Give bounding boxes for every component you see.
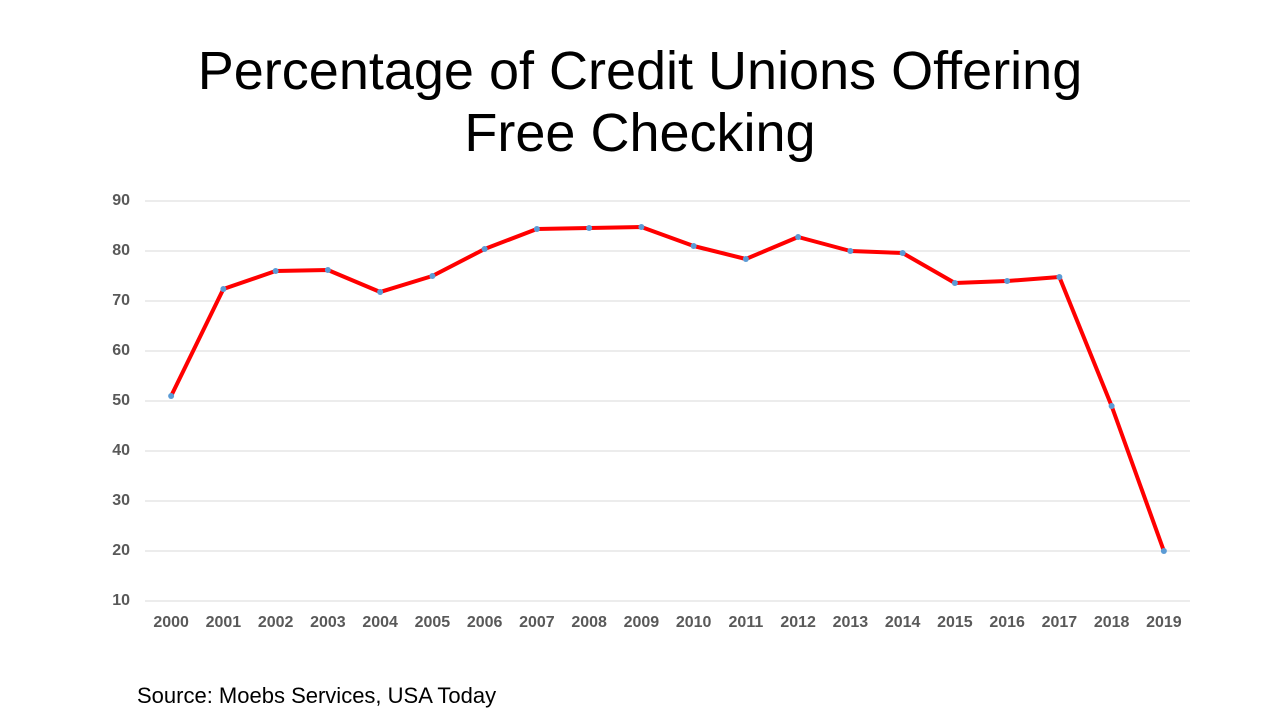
- x-tick-label: 2017: [1042, 614, 1078, 631]
- x-tick-label: 2002: [258, 614, 294, 631]
- chart: 10 20 30 40 50 60 70 80 90 2000 2001 2002 2003 2004 20…: [112, 192, 1190, 631]
- y-tick-label: 50: [112, 392, 130, 409]
- y-tick-label: 20: [112, 542, 130, 559]
- x-tick-label: 2008: [571, 614, 607, 631]
- y-tick-label: 60: [112, 342, 130, 359]
- x-tick-label: 2015: [937, 614, 973, 631]
- data-point: [638, 224, 645, 230]
- x-tick-label: 2005: [415, 614, 451, 631]
- x-tick-label: 2013: [833, 614, 869, 631]
- data-point: [1108, 403, 1115, 409]
- data-point: [220, 286, 227, 292]
- x-tick-label: 2004: [362, 614, 398, 631]
- x-tick-label: 2014: [885, 614, 921, 631]
- y-tick-label: 80: [112, 242, 130, 259]
- data-point: [481, 246, 488, 252]
- source-note: Source: Moebs Services, USA Today: [137, 683, 497, 708]
- x-tick-label: 2012: [780, 614, 816, 631]
- x-tick-label: 2016: [989, 614, 1025, 631]
- data-point: [272, 268, 279, 274]
- data-point: [690, 243, 697, 249]
- y-tick-label: 10: [112, 592, 130, 609]
- y-tick-label: 90: [112, 192, 130, 209]
- data-point: [951, 280, 958, 286]
- x-tick-label: 2010: [676, 614, 712, 631]
- x-tick-label: 2000: [153, 614, 189, 631]
- data-point: [377, 289, 384, 295]
- data-point: [847, 248, 854, 254]
- x-tick-label: 2019: [1146, 614, 1182, 631]
- x-tick-label: 2006: [467, 614, 503, 631]
- data-point: [324, 267, 331, 273]
- data-line: [169, 225, 1166, 552]
- x-tick-label: 2011: [729, 614, 764, 631]
- x-tick-label: 2001: [206, 614, 242, 631]
- x-tick-label: 2003: [310, 614, 346, 631]
- data-point: [795, 234, 802, 240]
- chart-title: Percentage of Credit Unions Offering Fre…: [197, 41, 1083, 163]
- x-tick-label: 2018: [1094, 614, 1130, 631]
- x-tick-label: 2007: [519, 614, 555, 631]
- data-point: [168, 393, 175, 399]
- y-tick-label: 40: [112, 442, 130, 459]
- data-point: [429, 273, 436, 279]
- y-tick-label: 30: [112, 492, 130, 509]
- data-point: [586, 225, 593, 231]
- data-point: [1056, 274, 1063, 280]
- data-point: [742, 256, 749, 262]
- y-tick-label: 70: [112, 292, 130, 309]
- data-point: [1004, 278, 1011, 284]
- data-point: [533, 226, 540, 232]
- data-point: [1160, 548, 1167, 554]
- x-tick-label: 2009: [624, 614, 660, 631]
- data-point: [899, 250, 906, 256]
